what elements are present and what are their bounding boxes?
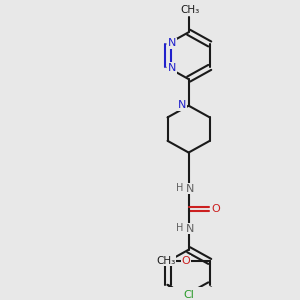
Text: N: N xyxy=(168,63,176,73)
Text: H: H xyxy=(176,183,183,193)
Text: O: O xyxy=(211,204,220,214)
Text: CH₃: CH₃ xyxy=(156,256,176,266)
Text: CH₃: CH₃ xyxy=(181,5,200,15)
Text: O: O xyxy=(182,256,190,266)
Text: N: N xyxy=(168,38,176,48)
Text: Cl: Cl xyxy=(183,290,194,300)
Text: N: N xyxy=(186,224,194,234)
Text: N: N xyxy=(178,100,186,110)
Text: H: H xyxy=(176,223,183,233)
Text: N: N xyxy=(186,184,194,194)
